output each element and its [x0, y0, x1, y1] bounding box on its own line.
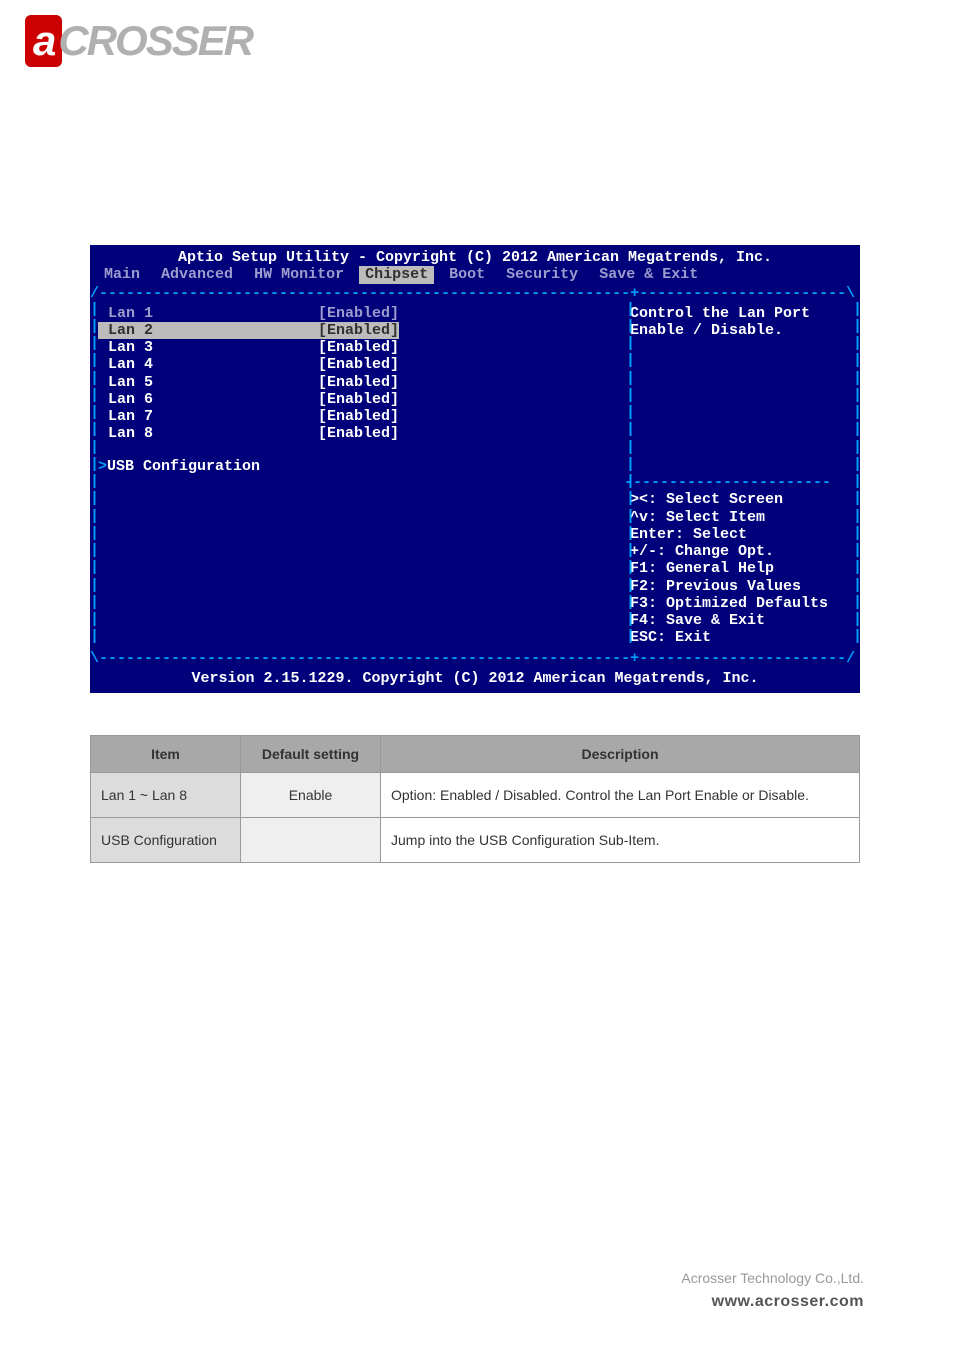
th-desc: Description — [381, 736, 860, 773]
item-label: Lan 7 — [98, 408, 318, 425]
border-top: /---------------------------------------… — [90, 286, 860, 301]
bios-left-pane: Lan 1 [Enabled] Lan 2 [Enabled] Lan 3 [E… — [90, 301, 620, 651]
key-help: +/-: Change Opt. — [624, 543, 856, 560]
th-default: Default setting — [241, 736, 381, 773]
logo-letter: a — [25, 15, 62, 67]
bios-title: Aptio Setup Utility - Copyright (C) 2012… — [90, 245, 860, 266]
item-value: [Enabled] — [318, 425, 399, 442]
bios-body: | | | | | | | | | | | | | | | | | | | | … — [90, 301, 860, 651]
cell-default — [241, 818, 381, 863]
item-lan5[interactable]: Lan 5 [Enabled] — [98, 374, 612, 391]
border-bottom: \---------------------------------------… — [90, 651, 860, 666]
key-help: ESC: Exit — [624, 629, 856, 646]
cell-item: USB Configuration — [91, 818, 241, 863]
help-separator: ----------------------- — [624, 474, 856, 491]
chevron-right-icon: > — [98, 458, 107, 475]
item-label: Lan 5 — [98, 374, 318, 391]
help-line: Enable / Disable. — [624, 322, 856, 339]
key-help: ><: Select Screen — [624, 491, 856, 508]
spacer — [98, 443, 612, 458]
item-label: Lan 3 — [98, 339, 318, 356]
item-value: [Enabled] — [318, 391, 399, 408]
logo-rest: CROSSER — [58, 17, 252, 64]
help-line: Control the Lan Port — [624, 305, 856, 322]
submenu-label: USB Configuration — [107, 458, 260, 475]
table-row: USB Configuration Jump into the USB Conf… — [91, 818, 860, 863]
key-help: Enter: Select — [624, 526, 856, 543]
item-value: [Enabled] — [318, 356, 399, 373]
company-name: Acrosser Technology Co.,Ltd. — [681, 1267, 864, 1289]
tab-advanced[interactable]: Advanced — [155, 266, 239, 283]
item-label: Lan 1 — [98, 305, 318, 322]
bios-footer: Version 2.15.1229. Copyright (C) 2012 Am… — [90, 666, 860, 693]
item-value: [Enabled] — [318, 408, 399, 425]
key-help: F4: Save & Exit — [624, 612, 856, 629]
spacer — [624, 339, 856, 474]
cell-desc: Jump into the USB Configuration Sub-Item… — [381, 818, 860, 863]
key-help: F1: General Help — [624, 560, 856, 577]
item-value: [Enabled] — [318, 374, 399, 391]
cell-default: Enable — [241, 773, 381, 818]
border-mid: | | | | | | | | | | | | | | | | | | | | — [626, 301, 635, 646]
key-help: ^v: Select Item — [624, 509, 856, 526]
tab-hwmonitor[interactable]: HW Monitor — [248, 266, 350, 283]
table-row: Lan 1 ~ Lan 8 Enable Option: Enabled / D… — [91, 773, 860, 818]
item-label: Lan 4 — [98, 356, 318, 373]
item-label: Lan 2 — [98, 322, 318, 339]
item-lan2[interactable]: Lan 2 [Enabled] — [98, 322, 612, 339]
item-lan8[interactable]: Lan 8 [Enabled] — [98, 425, 612, 442]
tab-main[interactable]: Main — [98, 266, 146, 283]
tab-security[interactable]: Security — [500, 266, 584, 283]
bios-right-pane: Control the Lan Port Enable / Disable. -… — [620, 301, 860, 651]
tab-chipset[interactable]: Chipset — [359, 266, 434, 283]
tab-boot[interactable]: Boot — [443, 266, 491, 283]
description-table: Item Default setting Description Lan 1 ~… — [90, 735, 860, 863]
tab-saveexit[interactable]: Save & Exit — [593, 266, 704, 283]
company-url: www.acrosser.com — [681, 1289, 864, 1315]
cell-item: Lan 1 ~ Lan 8 — [91, 773, 241, 818]
item-value: [Enabled] — [318, 305, 399, 322]
item-label: Lan 8 — [98, 425, 318, 442]
item-value: [Enabled] — [318, 322, 399, 339]
page-footer: Acrosser Technology Co.,Ltd. www.acrosse… — [681, 1267, 864, 1315]
brand-logo: aCROSSER — [25, 15, 252, 67]
item-lan4[interactable]: Lan 4 [Enabled] — [98, 356, 612, 373]
item-lan6[interactable]: Lan 6 [Enabled] — [98, 391, 612, 408]
submenu-usb[interactable]: > USB Configuration — [98, 458, 612, 475]
bios-screen: Aptio Setup Utility - Copyright (C) 2012… — [90, 245, 860, 693]
item-lan1[interactable]: Lan 1 [Enabled] — [98, 305, 612, 322]
item-lan7[interactable]: Lan 7 [Enabled] — [98, 408, 612, 425]
item-value: [Enabled] — [318, 339, 399, 356]
item-label: Lan 6 — [98, 391, 318, 408]
key-help: F3: Optimized Defaults — [624, 595, 856, 612]
item-lan3[interactable]: Lan 3 [Enabled] — [98, 339, 612, 356]
border-right: | | | | | | | | | | | | | | | | | | | | — [853, 301, 862, 646]
key-help: F2: Previous Values — [624, 578, 856, 595]
th-item: Item — [91, 736, 241, 773]
bios-tabs: Main Advanced HW Monitor Chipset Boot Se… — [90, 266, 860, 285]
cell-desc: Option: Enabled / Disabled. Control the … — [381, 773, 860, 818]
